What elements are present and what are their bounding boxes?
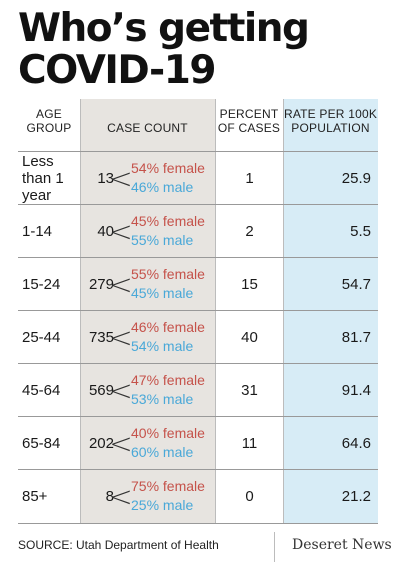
row-divider (18, 469, 378, 470)
case-count-cell: 569 (88, 381, 114, 399)
table-row: 1-14 40 <45% female 55% male 2 5.5 (18, 205, 378, 257)
header-percent-of-cases: PERCENT OF CASES (217, 107, 281, 135)
split-bracket-icon: < (109, 161, 133, 195)
split-bracket-icon: < (109, 320, 133, 354)
header-age-group: AGE GROUP (26, 107, 72, 135)
percent-cell: 15 (241, 275, 258, 293)
male-share: 45% male (131, 285, 194, 301)
female-share: 47% female (131, 372, 205, 388)
female-share: 40% female (131, 425, 205, 441)
age-group-cell: 25-44 (22, 328, 61, 346)
column-divider (80, 99, 81, 523)
female-share: 75% female (131, 478, 205, 494)
row-divider (18, 257, 378, 258)
column-divider (283, 99, 284, 523)
table-row: Less than 1 year 13 <54% female 46% male 1 25… (18, 152, 378, 204)
data-table: AGE GROUP CASE COUNT PERCENT OF CASES RA… (18, 99, 378, 523)
age-group-cell: 85+ (22, 487, 48, 505)
percent-cell: 1 (245, 169, 254, 187)
column-divider (215, 99, 216, 523)
case-count-cell: 202 (88, 434, 114, 452)
split-bracket-icon: < (109, 267, 133, 301)
percent-cell: 0 (245, 487, 254, 505)
age-group-cell: 65-84 (22, 434, 61, 452)
male-share: 53% male (131, 391, 194, 407)
row-divider (18, 204, 378, 205)
split-bracket-icon: < (109, 373, 133, 407)
table-row: 45-64 569 <47% female 53% male 31 91.4 (18, 364, 378, 416)
rate-cell: 5.5 (350, 222, 371, 240)
row-divider (18, 363, 378, 364)
percent-cell: 40 (241, 328, 258, 346)
percent-cell: 31 (241, 381, 258, 399)
male-share: 60% male (131, 444, 194, 460)
split-bracket-icon: < (109, 214, 133, 248)
table-row: 15-24 279 <55% female 45% male 15 54.7 (18, 258, 378, 310)
rate-cell: 91.4 (341, 381, 371, 399)
table-row: 85+ 8 <75% female 25% male 0 21.2 (18, 470, 378, 522)
case-count-cell: 40 (97, 222, 114, 240)
age-group-cell: 45-64 (22, 381, 61, 399)
source-note: SOURCE: Utah Department of Health (18, 538, 219, 552)
male-share: 46% male (131, 179, 194, 195)
age-group-cell: 15-24 (22, 275, 61, 293)
case-count-column-background (80, 99, 215, 523)
rate-cell: 64.6 (341, 434, 371, 452)
case-count-cell: 735 (88, 328, 114, 346)
female-share: 46% female (131, 319, 205, 335)
row-divider (18, 310, 378, 311)
percent-cell: 11 (241, 434, 258, 452)
case-count-cell: 8 (105, 487, 114, 505)
gender-split: 54% female 46% male (131, 159, 215, 197)
split-bracket-icon: < (109, 426, 133, 460)
split-bracket-icon: < (109, 479, 133, 513)
case-count-cell: 13 (97, 169, 114, 187)
rate-cell: 21.2 (341, 487, 371, 505)
percent-cell: 2 (245, 222, 254, 240)
male-share: 25% male (131, 497, 194, 513)
gender-split: 45% female 55% male (131, 212, 215, 250)
gender-split: 46% female 54% male (131, 318, 215, 356)
gender-split: 55% female 45% male (131, 265, 215, 303)
male-share: 55% male (131, 232, 194, 248)
row-divider (18, 151, 378, 152)
age-group-cell: 1-14 (22, 222, 53, 240)
brand-divider (274, 532, 275, 562)
table-row: 65-84 202 <40% female 60% male 11 64.6 (18, 417, 378, 469)
rate-cell: 25.9 (341, 169, 371, 187)
rate-cell: 81.7 (341, 328, 371, 346)
female-share: 55% female (131, 266, 205, 282)
female-share: 54% female (131, 160, 205, 176)
male-share: 54% male (131, 338, 194, 354)
header-case-count: CASE COUNT (107, 121, 188, 135)
row-divider (18, 416, 378, 417)
gender-split: 75% female 25% male (131, 477, 215, 515)
gender-split: 40% female 60% male (131, 424, 215, 462)
publisher-logo: Deseret News (292, 537, 392, 553)
table-row: 25-44 735 <46% female 54% male 40 81.7 (18, 311, 378, 363)
age-group-cell: Less than 1 year (22, 152, 64, 204)
rate-cell: 54.7 (341, 275, 371, 293)
case-count-cell: 279 (88, 275, 114, 293)
page-title: Who’s getting COVID-19 (18, 6, 310, 93)
header-rate-per-100k: RATE PER 100K POPULATION (283, 107, 378, 135)
female-share: 45% female (131, 213, 205, 229)
rate-column-background (283, 99, 378, 523)
gender-split: 47% female 53% male (131, 371, 215, 409)
footer-divider (18, 523, 378, 524)
